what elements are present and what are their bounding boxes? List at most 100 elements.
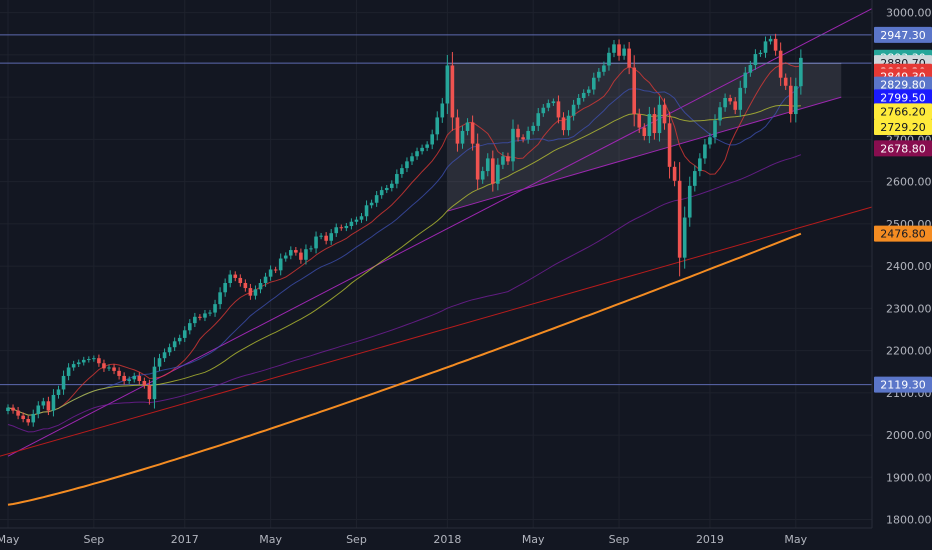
price-tag-bg bbox=[874, 89, 932, 106]
candle-body bbox=[51, 394, 56, 411]
price-tags: 2947.302893.302880.702860.202849.302829.… bbox=[874, 26, 932, 393]
candle-body bbox=[516, 128, 520, 138]
candle-body bbox=[693, 171, 697, 186]
candle-body bbox=[289, 250, 293, 256]
time-tick-label: Sep bbox=[346, 533, 367, 546]
candle-body bbox=[677, 180, 682, 258]
candle-body bbox=[430, 134, 434, 145]
candle-body bbox=[420, 147, 424, 152]
candle-body bbox=[395, 174, 399, 184]
candle-body bbox=[581, 92, 586, 98]
candle-body bbox=[193, 316, 197, 324]
candle-body bbox=[627, 48, 631, 68]
candle-body bbox=[733, 101, 737, 110]
time-axis-ticks: May Sep 2017 May Sep 2018 May Sep 2019 May bbox=[0, 533, 808, 546]
candle-body bbox=[92, 358, 96, 360]
candlesticks[interactable] bbox=[6, 33, 803, 427]
candle-body bbox=[703, 144, 707, 159]
candle-body bbox=[723, 97, 727, 108]
candle-body bbox=[657, 104, 662, 134]
price-tick-label: 1900.00 bbox=[886, 471, 932, 484]
price-tag-bg bbox=[874, 26, 932, 43]
candle-body bbox=[425, 144, 429, 148]
candle-body bbox=[445, 65, 450, 104]
candle-body bbox=[66, 367, 71, 376]
candle-body bbox=[339, 227, 344, 229]
price-tag-label: 2829.80 bbox=[880, 79, 926, 92]
candle-body bbox=[622, 48, 626, 56]
time-tick-label: May bbox=[522, 533, 545, 546]
candle-body bbox=[632, 67, 636, 115]
price-tick-label: 3000.00 bbox=[886, 7, 932, 20]
price-tag-label: 2119.30 bbox=[880, 379, 926, 392]
candle-body bbox=[263, 276, 268, 284]
candle-body bbox=[470, 122, 475, 144]
candle-body bbox=[546, 103, 551, 108]
candle-body bbox=[652, 114, 657, 134]
candle-body bbox=[56, 389, 61, 395]
candle-body bbox=[521, 137, 525, 140]
candle-body bbox=[26, 419, 30, 423]
candle-body bbox=[384, 187, 389, 191]
candle-body bbox=[506, 156, 510, 162]
candle-body bbox=[147, 385, 152, 400]
candle-body bbox=[329, 233, 333, 241]
candle-body bbox=[480, 171, 485, 180]
ma-line-40 bbox=[7, 104, 801, 416]
candle-body bbox=[132, 375, 137, 380]
candle-body bbox=[304, 249, 308, 260]
ma-line-10 bbox=[7, 62, 801, 416]
candle-body bbox=[698, 158, 702, 172]
candle-body bbox=[637, 114, 642, 128]
grid-lines bbox=[0, 0, 872, 528]
candle-body bbox=[561, 117, 566, 131]
trend-line-red bbox=[0, 206, 873, 457]
candle-body bbox=[748, 65, 753, 73]
candle-body bbox=[410, 156, 414, 162]
candle-body bbox=[364, 205, 369, 217]
candle-body bbox=[460, 130, 465, 144]
candle-body bbox=[556, 101, 561, 118]
candle-body bbox=[76, 362, 81, 365]
candle-body bbox=[16, 410, 20, 416]
candle-body bbox=[788, 85, 793, 115]
price-tag-label: 2766.20 bbox=[880, 105, 926, 118]
candle-body bbox=[753, 54, 758, 66]
candle-body bbox=[541, 107, 546, 114]
candle-body bbox=[137, 375, 142, 382]
candle-body bbox=[208, 312, 212, 314]
candle-body bbox=[400, 168, 404, 175]
candle-body bbox=[667, 123, 672, 167]
candle-body bbox=[778, 50, 783, 78]
candle-body bbox=[127, 379, 131, 382]
candle-body bbox=[11, 407, 15, 411]
candle-body bbox=[485, 158, 490, 172]
candle-body bbox=[455, 117, 460, 144]
candle-body bbox=[602, 65, 606, 72]
candle-body bbox=[319, 235, 323, 237]
candle-body bbox=[203, 313, 207, 318]
price-tick-label: 2600.00 bbox=[886, 176, 932, 189]
candle-body bbox=[617, 44, 621, 56]
candle-body bbox=[768, 38, 773, 42]
candle-body bbox=[81, 359, 86, 363]
candle-body bbox=[253, 289, 258, 296]
price-tick-label: 1800.00 bbox=[886, 514, 932, 527]
candle-body bbox=[379, 190, 384, 196]
candle-body bbox=[390, 183, 394, 188]
time-tick-label: 2019 bbox=[696, 533, 724, 546]
candle-body bbox=[359, 216, 364, 220]
candle-body bbox=[41, 401, 46, 406]
time-tick-label: May bbox=[0, 533, 20, 546]
time-tick-label: 2017 bbox=[171, 533, 199, 546]
candle-body bbox=[87, 359, 91, 361]
candle-body bbox=[167, 347, 172, 353]
candle-body bbox=[440, 103, 445, 118]
candle-body bbox=[268, 269, 273, 277]
time-tick-label: May bbox=[784, 533, 807, 546]
candle-body bbox=[102, 363, 106, 369]
candle-body bbox=[172, 341, 177, 348]
candle-body bbox=[36, 405, 41, 414]
